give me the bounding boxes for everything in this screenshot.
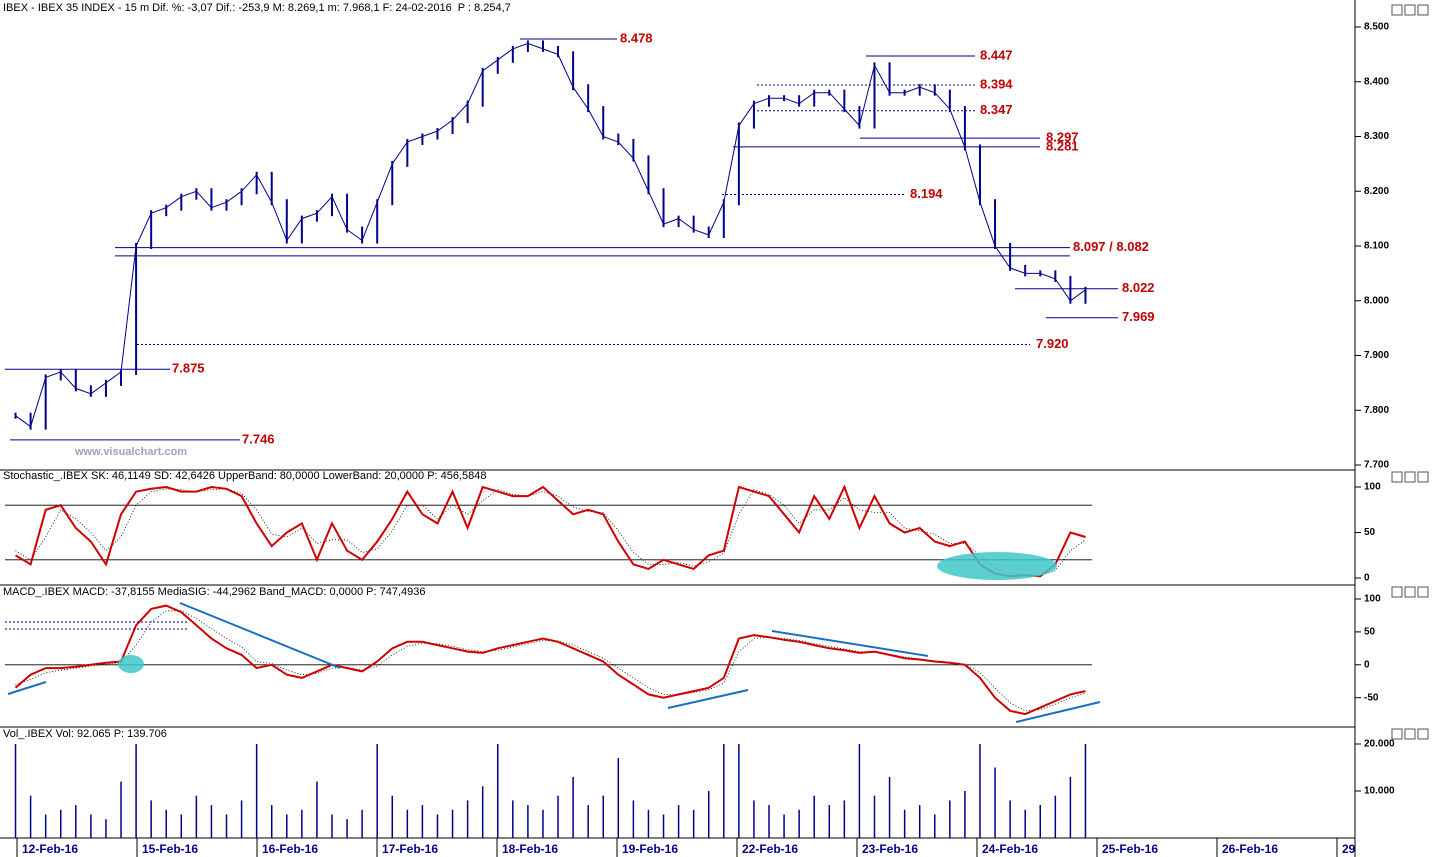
axes: 8.500 8.400 8.300 8.200 8.100 8.000 7.900 7.800… bbox=[1355, 22, 1395, 797]
level-label: 8.347 bbox=[980, 102, 1013, 117]
y-tick-label: 8.100 bbox=[1364, 241, 1389, 252]
level-label: 7.746 bbox=[242, 431, 275, 446]
panel-title: IBEX - IBEX 35 INDEX - 15 m Dif. %: -3,0… bbox=[3, 2, 452, 14]
date-label: 18-Feb-16 bbox=[502, 842, 558, 856]
level-label: 8.194 bbox=[910, 186, 943, 201]
axis-panel bbox=[1355, 0, 1432, 857]
date-label: 12-Feb-16 bbox=[22, 842, 78, 856]
y-tick-label: 20.000 bbox=[1364, 739, 1395, 750]
y-tick-label: 100 bbox=[1364, 482, 1381, 493]
y-tick-label: -50 bbox=[1364, 692, 1379, 703]
price-line bbox=[15, 42, 1086, 428]
y-tick-label: 8.000 bbox=[1364, 295, 1389, 306]
button[interactable] bbox=[1404, 471, 1416, 483]
date-label: 16-Feb-16 bbox=[262, 842, 318, 856]
button[interactable] bbox=[1391, 4, 1403, 16]
button[interactable] bbox=[1391, 471, 1403, 483]
y-tick-label: 50 bbox=[1364, 627, 1376, 638]
y-tick-label: 7.700 bbox=[1364, 460, 1389, 471]
button[interactable] bbox=[1417, 586, 1429, 598]
button[interactable] bbox=[1404, 4, 1416, 16]
date-label: 24-Feb-16 bbox=[982, 842, 1038, 856]
y-tick-label: 100 bbox=[1364, 594, 1381, 605]
date-label: 22-Feb-16 bbox=[742, 842, 798, 856]
level-label: 8.097 / 8.082 bbox=[1073, 239, 1149, 254]
button[interactable] bbox=[1404, 586, 1416, 598]
y-tick-label: 10.000 bbox=[1364, 786, 1395, 797]
date-label: 23-Feb-16 bbox=[862, 842, 918, 856]
level-label: 8.447 bbox=[980, 47, 1013, 62]
highlight bbox=[118, 655, 144, 673]
date-label: 17-Feb-16 bbox=[382, 842, 438, 856]
y-tick-label: 0 bbox=[1364, 573, 1370, 584]
dashed-levels bbox=[5, 621, 188, 630]
panel-subtitle: P : 8.254,7 bbox=[458, 2, 511, 14]
level-label: 8.394 bbox=[980, 76, 1013, 91]
y-tick-label: 8.500 bbox=[1364, 22, 1389, 33]
indicator-line bbox=[14, 604, 1086, 716]
button[interactable] bbox=[1404, 728, 1416, 740]
date-label: 25-Feb-16 bbox=[1102, 842, 1158, 856]
button[interactable] bbox=[1417, 728, 1429, 740]
level-label: 8.297 bbox=[1046, 130, 1079, 145]
panel-title: Vol_.IBEX Vol: 92.065 P: 139.706 bbox=[3, 728, 167, 740]
y-tick-label: 8.200 bbox=[1364, 186, 1389, 197]
y-tick-label: 8.300 bbox=[1364, 131, 1389, 142]
y-tick-label: 50 bbox=[1364, 527, 1376, 538]
level-label: 7.875 bbox=[172, 361, 205, 376]
highlight bbox=[937, 552, 1057, 580]
date-label: 19-Feb-16 bbox=[622, 842, 678, 856]
y-tick-label: 8.400 bbox=[1364, 76, 1389, 87]
y-tick-label: 7.800 bbox=[1364, 405, 1389, 416]
indicator-line bbox=[15, 610, 1086, 712]
level-label: 8.022 bbox=[1122, 280, 1155, 295]
panel-title: MACD_.IBEX MACD: -37,8155 MediaSIG: -44,… bbox=[3, 586, 426, 598]
level-label: 8.478 bbox=[620, 30, 653, 45]
date-label: 15-Feb-16 bbox=[142, 842, 198, 856]
level-label: 7.969 bbox=[1122, 309, 1155, 324]
button[interactable] bbox=[1391, 728, 1403, 740]
indicator-line bbox=[14, 484, 1086, 578]
button[interactable] bbox=[1417, 4, 1429, 16]
date-label: 26-Feb-16 bbox=[1222, 842, 1278, 856]
level-label: 7.920 bbox=[1036, 336, 1069, 351]
button[interactable] bbox=[1391, 586, 1403, 598]
button[interactable] bbox=[1417, 471, 1429, 483]
trendlines bbox=[7, 602, 1101, 723]
y-tick-label: 0 bbox=[1364, 659, 1370, 670]
level-label: 8.281 bbox=[1046, 138, 1079, 153]
y-tick-label: 7.900 bbox=[1364, 350, 1389, 361]
panel-buttons bbox=[1391, 4, 1429, 740]
watermark: www.visualchart.com bbox=[74, 446, 187, 458]
panel-title: Stochastic_.IBEX SK: 46,1149 SD: 42,6426… bbox=[3, 470, 487, 482]
